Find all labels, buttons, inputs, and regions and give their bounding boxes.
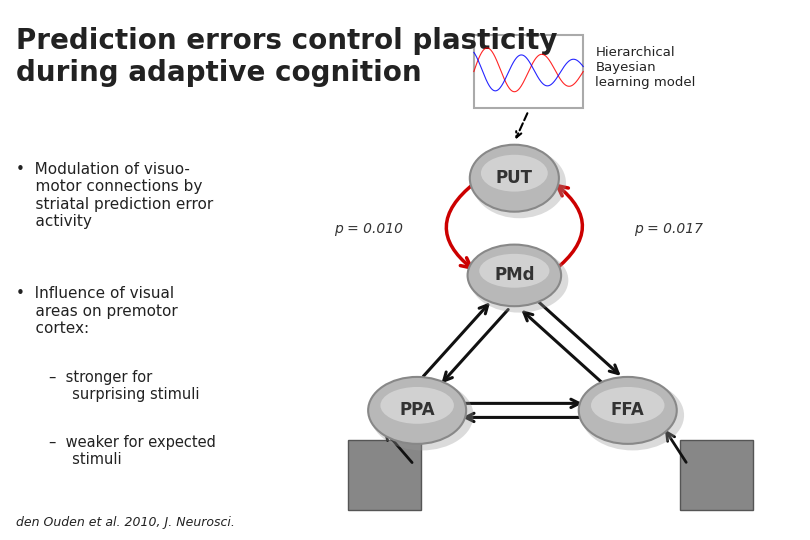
Text: Hierarchical
Bayesian
learning model: Hierarchical Bayesian learning model xyxy=(595,46,696,89)
Text: –  stronger for
     surprising stimuli: – stronger for surprising stimuli xyxy=(49,370,199,402)
Ellipse shape xyxy=(581,380,684,450)
Text: p = 0.017: p = 0.017 xyxy=(633,222,703,237)
Text: PMd: PMd xyxy=(494,266,535,285)
Text: –  weaker for expected
     stimuli: – weaker for expected stimuli xyxy=(49,435,215,467)
Ellipse shape xyxy=(578,377,677,444)
Ellipse shape xyxy=(472,148,566,218)
Text: PUT: PUT xyxy=(496,169,533,187)
FancyBboxPatch shape xyxy=(680,440,753,510)
Ellipse shape xyxy=(470,145,559,212)
Ellipse shape xyxy=(480,254,549,288)
Ellipse shape xyxy=(381,387,454,424)
Text: •  Modulation of visuo-
    motor connections by
    striatal prediction error
 : • Modulation of visuo- motor connections… xyxy=(16,162,214,229)
Ellipse shape xyxy=(470,248,569,313)
Ellipse shape xyxy=(481,155,548,192)
Text: PPA: PPA xyxy=(399,401,435,420)
Text: den Ouden et al. 2010, J. Neurosci.: den Ouden et al. 2010, J. Neurosci. xyxy=(16,516,235,529)
Text: Prediction errors control plasticity
during adaptive cognition: Prediction errors control plasticity dur… xyxy=(16,27,558,87)
Ellipse shape xyxy=(370,380,474,450)
FancyBboxPatch shape xyxy=(474,35,583,108)
Text: •  Influence of visual
    areas on premotor
    cortex:: • Influence of visual areas on premotor … xyxy=(16,286,178,336)
Ellipse shape xyxy=(368,377,467,444)
Text: FFA: FFA xyxy=(611,401,645,420)
FancyBboxPatch shape xyxy=(348,440,421,510)
Ellipse shape xyxy=(467,245,561,306)
Ellipse shape xyxy=(591,387,664,424)
Text: p = 0.010: p = 0.010 xyxy=(334,222,403,237)
